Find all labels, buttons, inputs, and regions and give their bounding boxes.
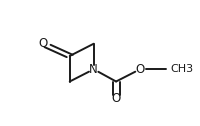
Text: N: N	[89, 63, 98, 76]
Text: CH3: CH3	[170, 64, 194, 74]
Text: O: O	[38, 37, 47, 50]
Text: O: O	[135, 63, 145, 76]
Text: O: O	[111, 92, 121, 105]
